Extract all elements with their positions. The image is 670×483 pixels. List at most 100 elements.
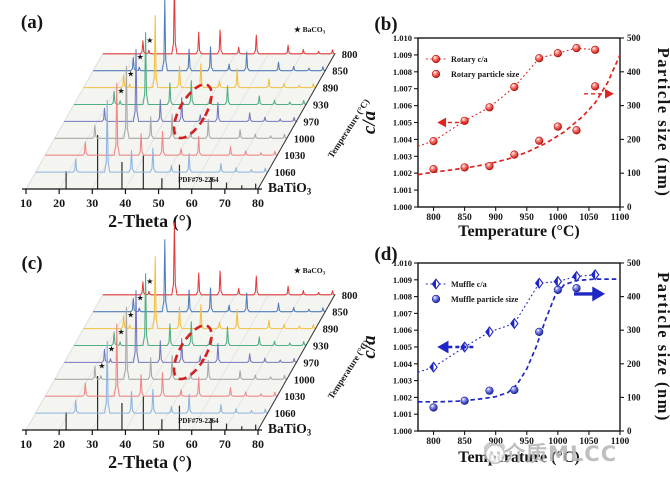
xrd-trace-930 xyxy=(74,31,307,106)
x-tick-label: 60 xyxy=(186,437,198,451)
ca-series-line xyxy=(417,47,596,147)
x-tick-label: 70 xyxy=(219,196,231,210)
x-tick-label: 50 xyxy=(153,196,165,210)
x-axis-label: Temperature (°C) xyxy=(458,223,579,240)
x-tick-label: 10 xyxy=(20,196,32,210)
data-point-sphere xyxy=(591,82,600,91)
data-point-diamond-half xyxy=(429,362,434,372)
particle-size-trend-line xyxy=(417,54,621,176)
temperature-label-890: 890 xyxy=(323,84,339,95)
ca-particle-size-chart-panel-b: 1.000 1.001 1.002 1.003 1.004 1.005 1.006 1.007… xyxy=(359,14,670,240)
data-point-sphere xyxy=(431,54,441,64)
xrd-trace-800 xyxy=(102,222,336,296)
left-tick-label: 1.000 xyxy=(393,202,412,212)
x-tick-label: 900 xyxy=(489,213,504,223)
data-point-diamond-half xyxy=(432,279,436,289)
x-tick-label: 60 xyxy=(186,196,198,210)
right-tick-label: 400 xyxy=(627,292,641,302)
right-tick-label: 400 xyxy=(627,67,641,77)
x-axis-label: 2-Theta (°) xyxy=(108,211,192,232)
temperature-label-1000: 1000 xyxy=(294,375,315,386)
baco3-star-marker: ★ xyxy=(127,70,134,79)
baco3-star-marker: ★ xyxy=(146,36,153,45)
x-tick-label: 1050 xyxy=(579,437,598,447)
x-axis-label: Temperature (°C) xyxy=(458,449,579,466)
x-tick-label: 1050 xyxy=(579,213,598,223)
left-arrow-head xyxy=(437,340,449,354)
left-tick-label: 1.002 xyxy=(393,392,412,402)
right-tick-label: 500 xyxy=(627,258,641,268)
baco3-star-marker: ★ xyxy=(117,328,124,337)
data-point-diamond-half xyxy=(572,271,577,282)
impurity-legend: ★ BaCO3 xyxy=(294,25,326,36)
left-tick-label: 1.005 xyxy=(393,118,412,128)
particle-size-trend-line xyxy=(418,278,620,403)
left-tick-label: 1.008 xyxy=(393,67,412,77)
right-arrow-head xyxy=(592,286,606,302)
temperature-label-1060: 1060 xyxy=(275,168,296,179)
left-tick-label: 1.010 xyxy=(393,33,412,43)
right-axis-label: Particle size (nm) xyxy=(654,48,670,198)
left-axis-label: c/a xyxy=(359,110,380,134)
temperature-label-1030: 1030 xyxy=(284,392,305,403)
x-tick-label: 900 xyxy=(489,437,504,447)
left-arrow-head xyxy=(437,117,447,128)
right-tick-label: 200 xyxy=(627,134,641,144)
x-tick-label: 800 xyxy=(426,437,441,447)
xrd-trace-1000 xyxy=(54,65,288,139)
right-tick-label: 0 xyxy=(627,202,632,212)
data-point-sphere xyxy=(572,284,581,293)
left-tick-label: 1.009 xyxy=(393,275,412,285)
baco3-star-marker: ★ xyxy=(117,87,124,96)
data-point-sphere xyxy=(460,396,469,405)
left-tick-label: 1.009 xyxy=(393,50,412,60)
xrd-trace-970 xyxy=(64,48,298,122)
xrd-trace-1000 xyxy=(54,306,288,380)
right-tick-label: 0 xyxy=(627,426,632,436)
x-tick-label: 1100 xyxy=(611,213,630,223)
xrd-trace-1060 xyxy=(35,340,269,414)
x-tick-label: 800 xyxy=(426,213,441,223)
highlight-ellipse xyxy=(172,83,213,140)
data-point-diamond-half xyxy=(554,276,558,287)
baco3-star-marker: ★ xyxy=(127,311,134,320)
left-tick-label: 1.003 xyxy=(393,151,412,161)
x-tick-label: 30 xyxy=(86,196,98,210)
data-point-sphere xyxy=(510,82,519,92)
data-point-sphere xyxy=(429,136,438,146)
baco3-star-marker: ★ xyxy=(137,294,144,303)
temperature-label-1060: 1060 xyxy=(275,409,296,420)
ca-particle-size-chart-panel-d: 1.000 1.001 1.002 1.003 1.004 1.005 1.006 1.007… xyxy=(359,244,670,466)
panel-label: (d) xyxy=(374,244,397,265)
left-tick-label: 1.004 xyxy=(393,359,413,369)
xrd-waterfall-panel-c: PDF#79-2264★★★★★★10 20 30 40 50 60 70 808008508… xyxy=(20,222,371,473)
x-tick-label: 1000 xyxy=(548,213,567,223)
left-tick-label: 1.006 xyxy=(393,325,412,335)
data-point-sphere xyxy=(485,386,494,395)
left-tick-label: 1.007 xyxy=(393,84,413,94)
xrd-trace-1030 xyxy=(45,82,279,156)
right-tick-label: 200 xyxy=(627,359,641,369)
temperature-label-850: 850 xyxy=(332,67,348,78)
x-tick-label: 40 xyxy=(119,196,131,210)
x-tick-label: 20 xyxy=(53,437,65,451)
temperature-axis xyxy=(257,53,336,190)
right-tick-label: 500 xyxy=(627,33,641,43)
right-tick-label: 300 xyxy=(627,101,641,111)
xrd-trace-1060 xyxy=(35,99,269,173)
x-tick-label: 1100 xyxy=(611,437,630,447)
temperature-label-890: 890 xyxy=(323,325,339,336)
left-tick-label: 1.004 xyxy=(393,134,413,144)
data-point-diamond-half xyxy=(510,318,515,329)
left-tick-label: 1.003 xyxy=(393,376,412,386)
panel-label: (c) xyxy=(21,253,42,274)
data-point-sphere xyxy=(535,54,544,63)
left-axis-label: c/a xyxy=(359,335,380,359)
temperature-label-930: 930 xyxy=(313,342,329,353)
xrd-trace-850 xyxy=(93,239,327,313)
data-point-sphere xyxy=(431,294,441,304)
legend-label: Muffle particle size xyxy=(451,295,519,304)
temperature-label-800: 800 xyxy=(342,291,358,302)
temperature-label-850: 850 xyxy=(332,308,348,319)
right-tick-label: 100 xyxy=(627,392,641,402)
